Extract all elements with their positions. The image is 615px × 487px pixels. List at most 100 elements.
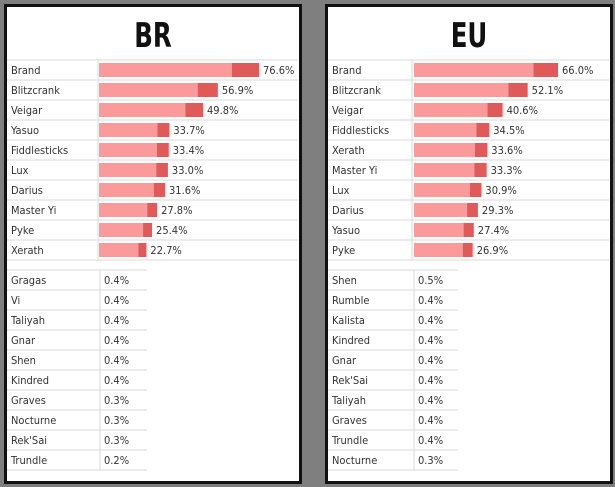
eu-value-label-nocturne: 0.3% (418, 454, 443, 467)
br-category-darius: Darius (11, 184, 43, 197)
eu-bar-tip-darius (467, 203, 478, 217)
eu-bar-yasuo (414, 223, 464, 237)
eu-category-rek-sai: Rek'Sai (332, 374, 368, 387)
br-bar-tip-brand (231, 63, 259, 77)
br-category-trundle: Trundle (10, 454, 47, 467)
eu-chart: Brand 66.0% Blitzcrank 52.1% Veigar 40.6% Fidd… (328, 59, 609, 471)
br-category-pyke: Pyke (11, 224, 34, 237)
eu-category-graves: Graves (332, 414, 367, 427)
eu-bar-pyke (414, 243, 463, 257)
eu-value-label-rek-sai: 0.4% (418, 374, 443, 387)
br-bar-tip-lux (156, 163, 168, 177)
eu-value-label-rumble: 0.4% (418, 294, 443, 307)
br-value-label-lux: 33.0% (172, 164, 203, 177)
eu-category-rumble: Rumble (332, 294, 369, 307)
br-category-rek-sai: Rek'Sai (11, 434, 47, 447)
eu-value-label-gnar: 0.4% (418, 354, 443, 367)
eu-bar-blitzcrank (414, 83, 509, 97)
br-value-label-trundle: 0.2% (104, 454, 129, 467)
eu-bar-lux (414, 183, 470, 197)
br-category-nocturne: Nocturne (11, 414, 56, 427)
br-bar-tip-blitzcrank (197, 83, 218, 97)
br-value-label-rek-sai: 0.3% (104, 434, 129, 447)
eu-value-label-darius: 29.3% (482, 204, 513, 217)
eu-category-kindred: Kindred (332, 334, 370, 347)
br-category-brand: Brand (11, 64, 40, 77)
eu-value-label-lux: 30.9% (485, 184, 516, 197)
eu-value-label-fiddlesticks: 34.5% (493, 124, 524, 137)
eu-value-label-yasuo: 27.4% (478, 224, 509, 237)
eu-value-label-veigar: 40.6% (507, 104, 538, 117)
br-chart: Brand 76.6% Blitzcrank 56.9% Veigar 49.8% Yasu… (7, 59, 298, 471)
br-panel: BR Brand 76.6% Blitzcrank 56.9% Veigar 49.8% Y… (4, 4, 302, 484)
eu-category-veigar: Veigar (332, 104, 364, 117)
br-category-kindred: Kindred (11, 374, 49, 387)
eu-category-lux: Lux (332, 184, 350, 197)
eu-bar-tip-blitzcrank (508, 83, 528, 97)
br-value-label-gragas: 0.4% (104, 274, 129, 287)
eu-bar-tip-lux (469, 183, 482, 197)
eu-bar-tip-veigar (487, 103, 503, 117)
eu-category-trundle: Trundle (331, 434, 368, 447)
eu-value-label-blitzcrank: 52.1% (532, 84, 563, 97)
br-value-label-fiddlesticks: 33.4% (173, 144, 204, 157)
br-bar-master-yi (99, 203, 148, 217)
br-category-graves: Graves (11, 394, 46, 407)
br-bar-veigar (99, 103, 186, 117)
eu-bar-darius (414, 203, 468, 217)
eu-bar-veigar (414, 103, 488, 117)
br-category-gragas: Gragas (11, 274, 46, 287)
eu-category-gnar: Gnar (332, 354, 357, 367)
br-value-label-blitzcrank: 56.9% (222, 84, 253, 97)
eu-bar-tip-xerath (474, 143, 488, 157)
br-category-fiddlesticks: Fiddlesticks (11, 144, 68, 157)
br-value-label-master-yi: 27.8% (161, 204, 192, 217)
eu-value-label-graves: 0.4% (418, 414, 443, 427)
br-category-shen: Shen (11, 354, 36, 367)
br-bar-xerath (99, 243, 139, 257)
br-value-label-yasuo: 33.7% (173, 124, 204, 137)
br-value-label-kindred: 0.4% (104, 374, 129, 387)
br-bar-pyke (99, 223, 144, 237)
br-category-yasuo: Yasuo (10, 124, 39, 137)
eu-bar-fiddlesticks (414, 123, 477, 137)
eu-title: EU (450, 16, 488, 56)
eu-bar-tip-master-yi (474, 163, 487, 177)
br-value-label-shen: 0.4% (104, 354, 129, 367)
eu-bar-xerath (414, 143, 475, 157)
br-bar-tip-darius (153, 183, 166, 197)
br-bar-tip-fiddlesticks (156, 143, 169, 157)
eu-bar-brand (414, 63, 534, 77)
br-value-label-graves: 0.3% (104, 394, 129, 407)
eu-value-label-kindred: 0.4% (418, 334, 443, 347)
br-bar-brand (99, 63, 232, 77)
eu-value-label-master-yi: 33.3% (491, 164, 522, 177)
br-value-label-vi: 0.4% (104, 294, 129, 307)
eu-category-blitzcrank: Blitzcrank (332, 84, 381, 97)
br-value-label-xerath: 22.7% (150, 244, 181, 257)
br-bar-yasuo (99, 123, 158, 137)
br-value-label-veigar: 49.8% (207, 104, 238, 117)
eu-category-xerath: Xerath (332, 144, 365, 157)
eu-value-label-kalista: 0.4% (418, 314, 443, 327)
eu-value-label-xerath: 33.6% (491, 144, 522, 157)
eu-bar-tip-yasuo (463, 223, 474, 237)
eu-value-label-trundle: 0.4% (418, 434, 443, 447)
br-value-label-brand: 76.6% (263, 64, 294, 77)
eu-category-darius: Darius (332, 204, 364, 217)
eu-category-taliyah: Taliyah (331, 394, 366, 407)
eu-category-shen: Shen (332, 274, 357, 287)
br-bar-tip-pyke (143, 223, 153, 237)
eu-category-pyke: Pyke (332, 244, 355, 257)
br-category-vi: Vi (11, 294, 20, 307)
eu-category-kalista: Kalista (332, 314, 365, 327)
br-bar-tip-veigar (185, 103, 204, 117)
br-value-label-pyke: 25.4% (156, 224, 187, 237)
br-bar-lux (99, 163, 157, 177)
br-category-gnar: Gnar (11, 334, 36, 347)
br-value-label-gnar: 0.4% (104, 334, 129, 347)
br-category-taliyah: Taliyah (10, 314, 45, 327)
eu-bar-tip-fiddlesticks (476, 123, 490, 137)
br-bar-tip-xerath (138, 243, 147, 257)
br-bar-tip-yasuo (157, 123, 170, 137)
